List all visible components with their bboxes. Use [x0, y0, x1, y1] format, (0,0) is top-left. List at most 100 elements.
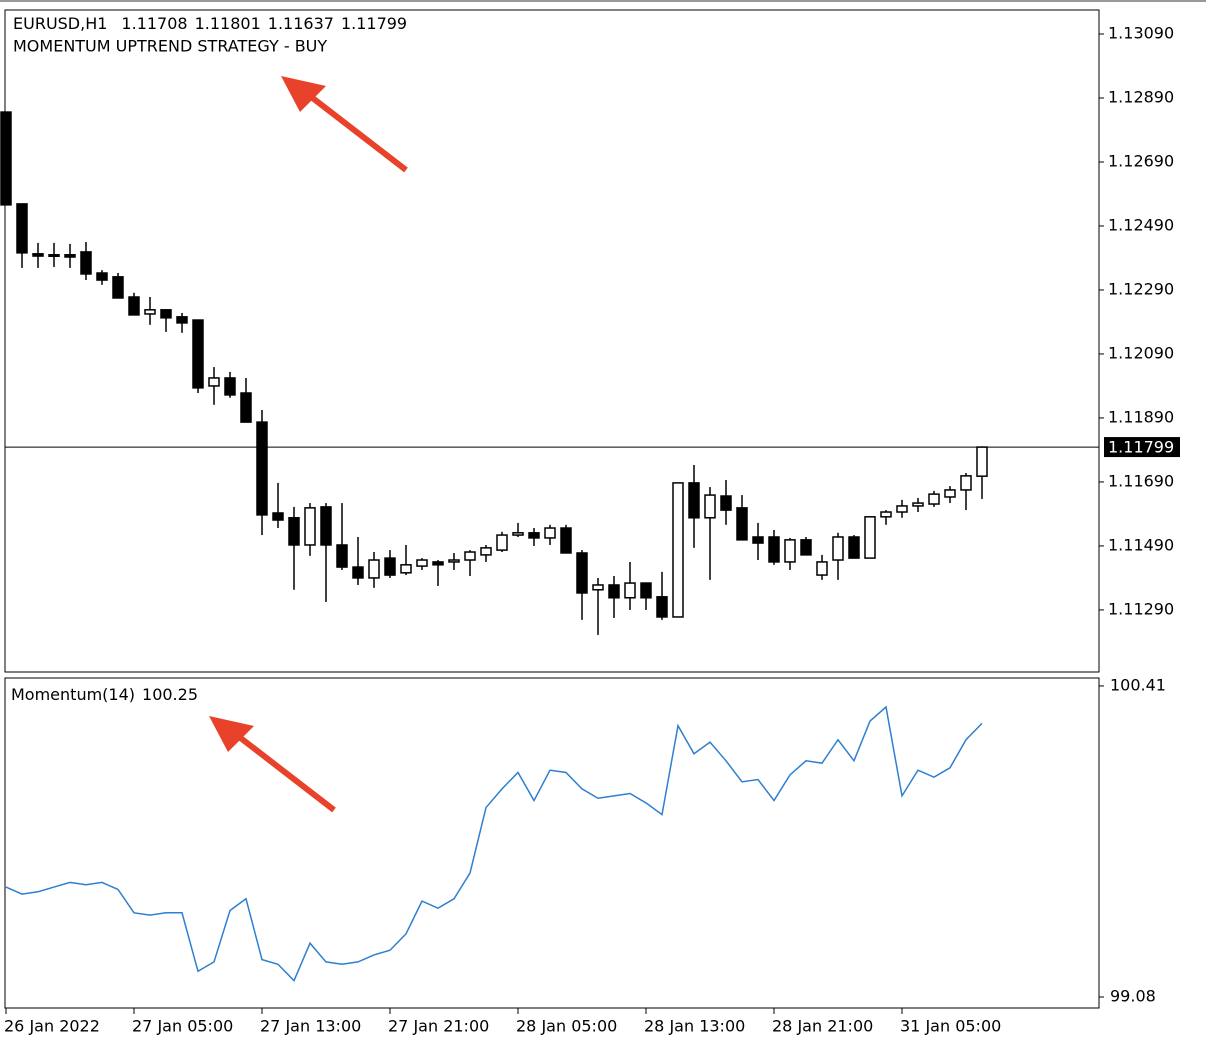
- y-tick-label: 1.11290: [1108, 599, 1174, 618]
- candle-body: [352, 566, 364, 579]
- x-tick-label: 28 Jan 05:00: [516, 1017, 617, 1036]
- candle-body: [624, 582, 636, 599]
- candle-body: [928, 493, 940, 505]
- candle-body: [528, 532, 540, 539]
- candle-body: [880, 511, 892, 518]
- candle-body: [816, 561, 828, 576]
- last-price-box: [1104, 437, 1180, 458]
- candle-body: [656, 596, 668, 618]
- candle-body: [80, 251, 92, 275]
- candle-body: [768, 536, 780, 563]
- candle-body: [288, 517, 300, 546]
- candle-body: [784, 539, 796, 563]
- candle-body: [448, 559, 460, 563]
- candle-body: [0, 111, 12, 206]
- candle-body: [96, 272, 108, 281]
- candle-body: [976, 446, 988, 477]
- candle-body: [560, 527, 572, 554]
- symbol: EURUSD,H1: [13, 14, 107, 33]
- candle-body: [240, 392, 252, 423]
- candle-body: [848, 536, 860, 559]
- candle-body: [864, 516, 876, 559]
- y-tick-label: 1.12290: [1108, 279, 1174, 298]
- strategy-label: MOMENTUM UPTREND STRATEGY - BUY: [13, 37, 327, 56]
- arrow: [281, 76, 408, 173]
- indicator-value: 100.25: [142, 685, 198, 704]
- candle-body: [144, 309, 156, 315]
- candle-body: [32, 253, 44, 257]
- y-tick-label: 1.12890: [1108, 87, 1174, 106]
- candle-body: [800, 539, 812, 556]
- y-tick-label: 99.08: [1110, 987, 1156, 1006]
- candle-body: [704, 494, 716, 519]
- candle-body: [176, 316, 188, 324]
- candle-body: [640, 582, 652, 599]
- candle-body: [608, 584, 620, 599]
- candle-body: [304, 507, 316, 546]
- candle-body: [720, 495, 732, 511]
- x-tick-label: 26 Jan 2022: [4, 1017, 100, 1036]
- candle-body: [336, 544, 348, 568]
- x-tick-label: 27 Jan 13:00: [260, 1017, 361, 1036]
- header-value: 1.11637: [268, 14, 334, 33]
- candle-body: [944, 489, 956, 498]
- candle-body: [384, 557, 396, 576]
- candle-body: [544, 527, 556, 539]
- indicator-name: Momentum(14): [11, 685, 135, 704]
- candle-body: [832, 536, 844, 561]
- candle-body: [496, 534, 508, 551]
- y-tick-label: 1.11890: [1108, 407, 1174, 426]
- candle-body: [192, 319, 204, 389]
- header-value: 1.11708: [121, 14, 187, 33]
- y-tick-label: 1.11690: [1108, 471, 1174, 490]
- candle-body: [464, 551, 476, 561]
- momentum-line: [5, 705, 983, 982]
- y-tick-label: 1.12490: [1108, 215, 1174, 234]
- y-tick-label: 1.13090: [1108, 23, 1174, 42]
- candle-body: [592, 584, 604, 591]
- candle-body: [208, 377, 220, 387]
- candle-body: [368, 559, 380, 579]
- candle-body: [896, 505, 908, 513]
- candle-body: [432, 561, 444, 566]
- y-tick-label: 1.12690: [1108, 151, 1174, 170]
- indicator-header: Momentum(14) 100.25: [11, 685, 198, 704]
- x-tick-label: 27 Jan 05:00: [132, 1017, 233, 1036]
- candle-body: [688, 482, 700, 519]
- last-price-label: 1.11799: [1108, 438, 1174, 457]
- header-value: 1.11799: [341, 14, 407, 33]
- candle-body: [128, 296, 140, 316]
- candle-body: [400, 564, 412, 574]
- candle-body: [48, 254, 60, 258]
- candle-body: [480, 547, 492, 556]
- candle-body: [752, 536, 764, 544]
- candle-body: [272, 512, 284, 521]
- momentum-panel: [4, 677, 1100, 1009]
- candle-body: [224, 377, 236, 396]
- y-tick-label: 100.41: [1110, 675, 1166, 694]
- x-tick-label: 31 Jan 05:00: [900, 1017, 1001, 1036]
- candle-body: [672, 482, 684, 618]
- y-tick-label: 1.12090: [1108, 343, 1174, 362]
- candle-body: [416, 559, 428, 567]
- candle-body: [160, 309, 172, 319]
- candle-body: [16, 203, 28, 254]
- x-tick-label: 28 Jan 21:00: [772, 1017, 873, 1036]
- candle-body: [736, 507, 748, 541]
- candle-body: [112, 276, 124, 299]
- candle-body: [576, 552, 588, 594]
- candle-body: [912, 502, 924, 507]
- candle-body: [960, 475, 972, 491]
- candle-body: [64, 254, 76, 258]
- candle-body: [320, 506, 332, 546]
- candle-body: [512, 532, 524, 536]
- x-tick-label: 28 Jan 13:00: [644, 1017, 745, 1036]
- x-tick-label: 27 Jan 21:00: [388, 1017, 489, 1036]
- chart-header: EURUSD,H1 1.11708 1.11801 1.11637 1.11799: [13, 14, 407, 33]
- arrow: [209, 716, 336, 813]
- price-panel: [4, 9, 1100, 673]
- y-tick-label: 1.11490: [1108, 535, 1174, 554]
- header-value: 1.11801: [195, 14, 261, 33]
